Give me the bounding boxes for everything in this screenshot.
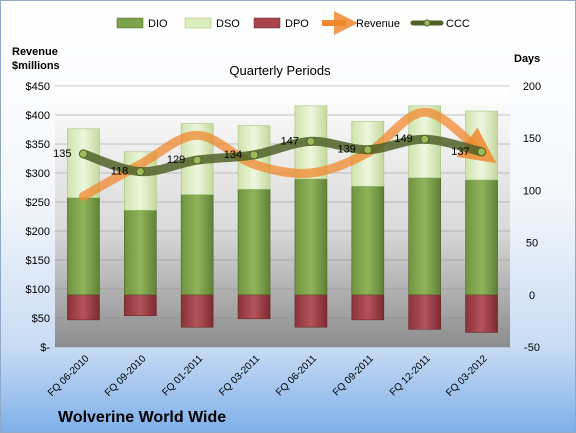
chart-title: Quarterly Periods — [229, 63, 331, 78]
bar-dpo — [237, 294, 271, 320]
bar-dpo — [351, 294, 385, 321]
category-label: FQ 09-2010 — [103, 353, 149, 399]
legend-ccc-marker — [423, 19, 431, 27]
ccc-data-label: 137 — [451, 146, 469, 158]
right-tick-label: 200 — [523, 81, 541, 93]
ccc-data-label: 149 — [394, 133, 412, 145]
legend-dso-label: DSO — [216, 18, 240, 30]
left-axis-ticks: $- $50 $100 $150 $200 $250 $300 $350 $400 $450 — [26, 81, 51, 354]
bar-dpo — [180, 294, 214, 328]
left-tick-label: $250 — [26, 197, 50, 209]
bar-dio — [237, 189, 271, 296]
legend-dpo-label: DPO — [285, 18, 309, 30]
category-label: FQ 03-2012 — [444, 353, 490, 399]
left-axis-title-line1: Revenue — [12, 46, 58, 58]
right-tick-label: 100 — [523, 185, 541, 197]
bar-dio — [408, 177, 441, 296]
ccc-data-label: 139 — [337, 144, 355, 156]
right-tick-label: 50 — [526, 238, 538, 250]
bar-dpo — [465, 294, 498, 333]
bar-dpo — [124, 294, 157, 316]
legend-ccc-label: CCC — [446, 18, 470, 30]
ccc-data-label: 147 — [281, 135, 299, 147]
bar-dio — [124, 209, 157, 296]
right-tick-label: 0 — [529, 290, 535, 302]
bar-dio — [351, 185, 385, 296]
legend: DIO DSO DPO Revenue CCC — [116, 11, 470, 35]
ccc-data-label: 135 — [53, 148, 71, 160]
category-label: FQ 06-2011 — [274, 353, 319, 398]
category-label: FQ 03-2011 — [217, 353, 262, 398]
legend-dio-label: DIO — [148, 18, 168, 30]
ccc-data-label: 129 — [167, 154, 185, 166]
bar-dpo — [408, 294, 441, 330]
company-name: Wolverine World Wide — [58, 409, 226, 426]
left-tick-label: $350 — [26, 139, 50, 151]
bar-dio — [294, 178, 328, 296]
left-tick-label: $300 — [26, 168, 50, 180]
category-label: FQ 12-2011 — [388, 353, 433, 398]
category-label: FQ 06-2010 — [46, 353, 92, 399]
ccc-point — [78, 149, 88, 159]
ccc-point — [249, 150, 259, 160]
legend-dpo-swatch — [253, 17, 281, 29]
ccc-series: 135 118 129 134 147 139 149 137 — [53, 133, 487, 178]
ccc-point — [192, 155, 202, 165]
plot-area — [55, 86, 510, 347]
ccc-point — [135, 167, 145, 177]
ccc-data-label: 118 — [111, 166, 129, 178]
ccc-point — [477, 147, 487, 157]
bar-dio — [67, 197, 100, 296]
ccc-point — [420, 134, 430, 144]
legend-revenue-label: Revenue — [356, 18, 400, 30]
right-tick-label: 150 — [523, 133, 541, 145]
left-tick-label: $- — [40, 342, 50, 354]
legend-dio-swatch — [116, 17, 144, 29]
left-tick-label: $200 — [26, 226, 50, 238]
bar-dso — [67, 128, 100, 199]
bar-dpo — [294, 294, 328, 328]
revenue-line — [78, 107, 497, 201]
ccc-data-label: 134 — [224, 149, 242, 161]
ccc-point — [363, 145, 373, 155]
bar-dpo — [67, 294, 100, 321]
right-tick-label: -50 — [524, 342, 540, 354]
left-tick-label: $400 — [26, 110, 50, 122]
left-tick-label: $100 — [26, 284, 50, 296]
revenue-series — [78, 107, 497, 201]
ccc-point — [306, 136, 316, 146]
category-label: FQ 01-2011 — [160, 353, 205, 398]
category-labels: FQ 06-2010 FQ 09-2010 FQ 01-2011 FQ 03-2011… — [46, 353, 490, 399]
bar-dio — [465, 179, 498, 296]
right-axis-title: Days — [514, 53, 540, 65]
left-tick-label: $50 — [32, 313, 50, 325]
left-tick-label: $150 — [26, 255, 50, 267]
left-axis-title-line2: $millions — [12, 60, 60, 72]
left-tick-label: $450 — [26, 81, 50, 93]
legend-dso-swatch — [184, 17, 212, 29]
right-axis-ticks: -50 0 50 100 150 200 — [523, 81, 541, 354]
ccc-line — [78, 134, 487, 177]
bar-dio — [180, 194, 214, 296]
category-label: FQ 09-2011 — [331, 353, 376, 398]
